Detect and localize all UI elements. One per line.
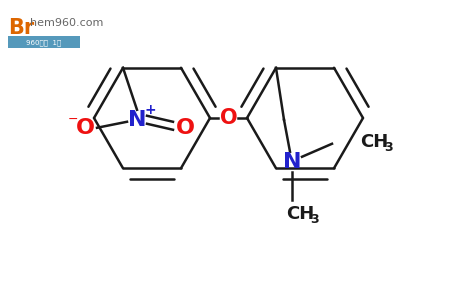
Text: Br: Br <box>8 18 34 38</box>
Text: +: + <box>144 103 156 117</box>
Text: hem960.com: hem960.com <box>30 18 103 28</box>
Text: O: O <box>175 118 194 138</box>
Text: O: O <box>219 108 237 128</box>
Text: N: N <box>283 152 301 172</box>
Text: 3: 3 <box>384 141 392 154</box>
Text: 960化工  1号: 960化工 1号 <box>27 40 62 46</box>
Text: CH: CH <box>286 205 314 223</box>
Text: CH: CH <box>360 133 388 151</box>
Text: 3: 3 <box>310 213 319 226</box>
Text: O: O <box>75 118 94 138</box>
Text: N: N <box>128 110 146 130</box>
FancyBboxPatch shape <box>8 36 80 48</box>
Text: −: − <box>68 113 78 126</box>
